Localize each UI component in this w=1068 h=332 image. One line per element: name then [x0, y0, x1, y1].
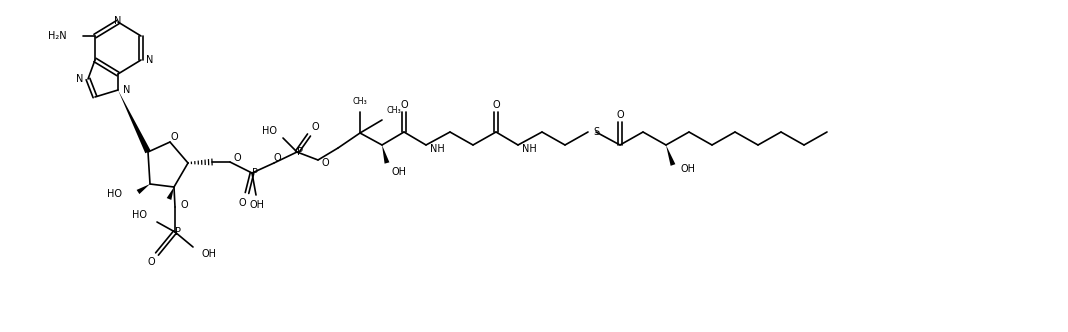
Text: N: N: [114, 16, 122, 26]
Polygon shape: [137, 184, 150, 194]
Polygon shape: [117, 90, 151, 153]
Text: O: O: [492, 100, 500, 110]
Text: O: O: [234, 153, 241, 163]
Text: O: O: [273, 153, 281, 163]
Text: OH: OH: [392, 167, 407, 177]
Text: O: O: [400, 100, 408, 110]
Text: HO: HO: [262, 126, 277, 136]
Text: CH₃: CH₃: [352, 97, 367, 106]
Text: N: N: [146, 55, 154, 65]
Text: OH: OH: [250, 200, 265, 210]
Text: O: O: [180, 200, 188, 210]
Text: O: O: [238, 198, 246, 208]
Text: P: P: [252, 168, 258, 178]
Text: O: O: [147, 257, 155, 267]
Text: HO: HO: [107, 189, 122, 199]
Text: O: O: [321, 158, 330, 168]
Text: HO: HO: [132, 210, 147, 220]
Text: N: N: [76, 74, 83, 84]
Text: S: S: [593, 127, 599, 137]
Text: P: P: [297, 147, 303, 157]
Text: P: P: [175, 227, 180, 237]
Text: O: O: [311, 122, 319, 132]
Polygon shape: [666, 145, 675, 166]
Text: CH₃: CH₃: [387, 106, 402, 115]
Polygon shape: [167, 187, 174, 200]
Text: N: N: [123, 85, 130, 95]
Text: NH: NH: [522, 144, 537, 154]
Text: O: O: [616, 110, 624, 120]
Text: O: O: [170, 132, 177, 142]
Text: NH: NH: [430, 144, 444, 154]
Text: OH: OH: [681, 164, 696, 174]
Polygon shape: [382, 145, 390, 164]
Text: OH: OH: [201, 249, 216, 259]
Text: H₂N: H₂N: [48, 31, 67, 41]
